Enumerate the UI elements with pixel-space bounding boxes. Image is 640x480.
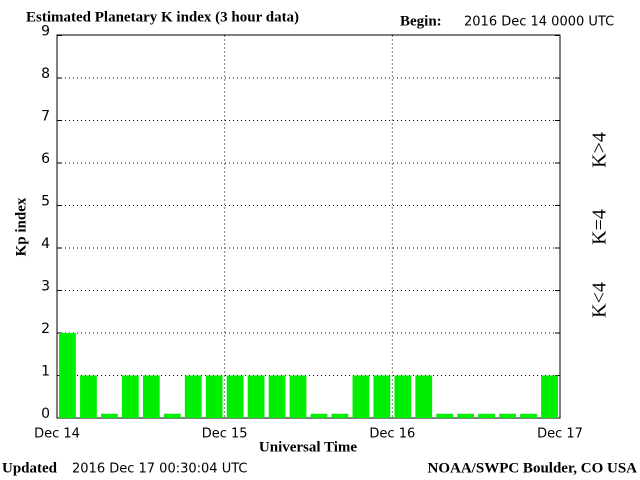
plot-frame <box>56 34 561 419</box>
legend-entry: K<4 <box>589 282 611 318</box>
y-tick-label: 8 <box>41 66 50 82</box>
updated-date: 2016 Dec 17 00:30:04 UTC <box>72 462 247 477</box>
source: NOAA/SWPC Boulder, CO USA <box>428 460 638 476</box>
y-tick-label: 7 <box>41 109 50 125</box>
bar <box>268 375 286 418</box>
bar <box>520 413 537 418</box>
bar <box>184 375 202 418</box>
y-tick-label: 5 <box>41 194 50 210</box>
bar <box>163 413 181 418</box>
y-tick-label: 6 <box>41 151 50 167</box>
bar <box>478 413 496 418</box>
bar <box>373 375 391 418</box>
legend-entry: K>4 <box>589 132 611 168</box>
bar <box>541 375 558 418</box>
x-axis-label: Universal Time <box>259 439 358 455</box>
x-tick-label: Dec 14 <box>34 427 80 442</box>
x-tick-label: Dec 16 <box>369 427 415 442</box>
bar <box>205 375 223 418</box>
bar <box>142 375 160 418</box>
bar <box>394 375 412 418</box>
y-tick-label: 4 <box>41 236 50 252</box>
y-tick-label: 2 <box>41 321 50 337</box>
y-axis-label: Kp index <box>13 197 29 256</box>
y-tick-label: 3 <box>41 279 50 295</box>
bar <box>331 413 349 418</box>
chart-title: Estimated Planetary K index (3 hour data… <box>26 9 299 25</box>
bar <box>457 413 475 418</box>
begin-date: 2016 Dec 14 0000 UTC <box>464 15 614 30</box>
x-tick-label: Dec 17 <box>537 427 583 442</box>
legend-entry: K=4 <box>589 209 611 245</box>
begin-label: Begin: <box>400 13 442 29</box>
bar <box>247 375 265 418</box>
bar <box>226 375 244 418</box>
bar <box>352 375 370 418</box>
bar <box>121 375 139 418</box>
bar <box>80 375 97 418</box>
bar <box>499 413 516 418</box>
bar <box>310 413 328 418</box>
bar <box>59 333 76 418</box>
updated-label: Updated <box>2 460 58 476</box>
bar <box>289 375 307 418</box>
bar <box>436 413 454 418</box>
bar <box>415 375 433 418</box>
bar <box>101 413 118 418</box>
y-tick-label: 9 <box>41 24 50 40</box>
y-tick-label: 1 <box>41 364 50 380</box>
y-tick-label: 0 <box>41 406 50 422</box>
x-tick-label: Dec 15 <box>202 427 248 442</box>
